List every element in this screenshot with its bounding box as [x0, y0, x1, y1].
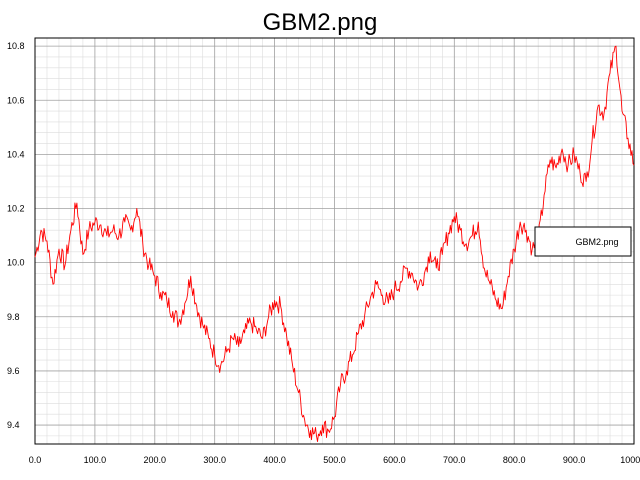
y-tick-label: 9.8	[7, 312, 20, 322]
major-gridlines	[34, 38, 635, 444]
x-axis-ticks: 0.0 100.0 200.0 300.0 400.0 500.0 600.0 700.0 80…	[29, 455, 640, 465]
x-tick-label: 300.0	[203, 455, 226, 465]
y-tick-label: 9.6	[7, 366, 20, 376]
x-tick-label: 500.0	[323, 455, 346, 465]
y-tick-label: 9.4	[7, 420, 20, 430]
y-axis-ticks: 9.4 9.6 9.8 10.0 10.2 10.4 10.6 10.8	[7, 41, 25, 430]
x-tick-label: 700.0	[443, 455, 466, 465]
y-tick-label: 10.2	[7, 204, 25, 214]
legend-box	[534, 226, 632, 257]
legend: GBM2.png	[534, 226, 632, 257]
legend-label-gbm2: GBM2.png	[575, 237, 618, 247]
y-tick-label: 10.6	[7, 95, 25, 105]
x-tick-label: 900.0	[563, 455, 586, 465]
minor-gridlines	[35, 38, 634, 444]
x-tick-label: 800.0	[503, 455, 526, 465]
x-tick-label: 600.0	[383, 455, 406, 465]
x-tick-label: 1000.0	[620, 455, 640, 465]
y-tick-label: 10.4	[7, 149, 25, 159]
series-layer	[34, 45, 635, 443]
plot-area-frame	[34, 37, 635, 445]
y-tick-label: 10.8	[7, 41, 25, 51]
x-tick-label: 100.0	[84, 455, 107, 465]
x-tick-label: 400.0	[263, 455, 286, 465]
chart-title: GBM2.png	[263, 9, 378, 36]
x-tick-label: 0.0	[29, 455, 42, 465]
x-tick-label: 200.0	[144, 455, 167, 465]
y-tick-label: 10.0	[7, 258, 25, 268]
series-line-gbm2	[34, 45, 635, 443]
